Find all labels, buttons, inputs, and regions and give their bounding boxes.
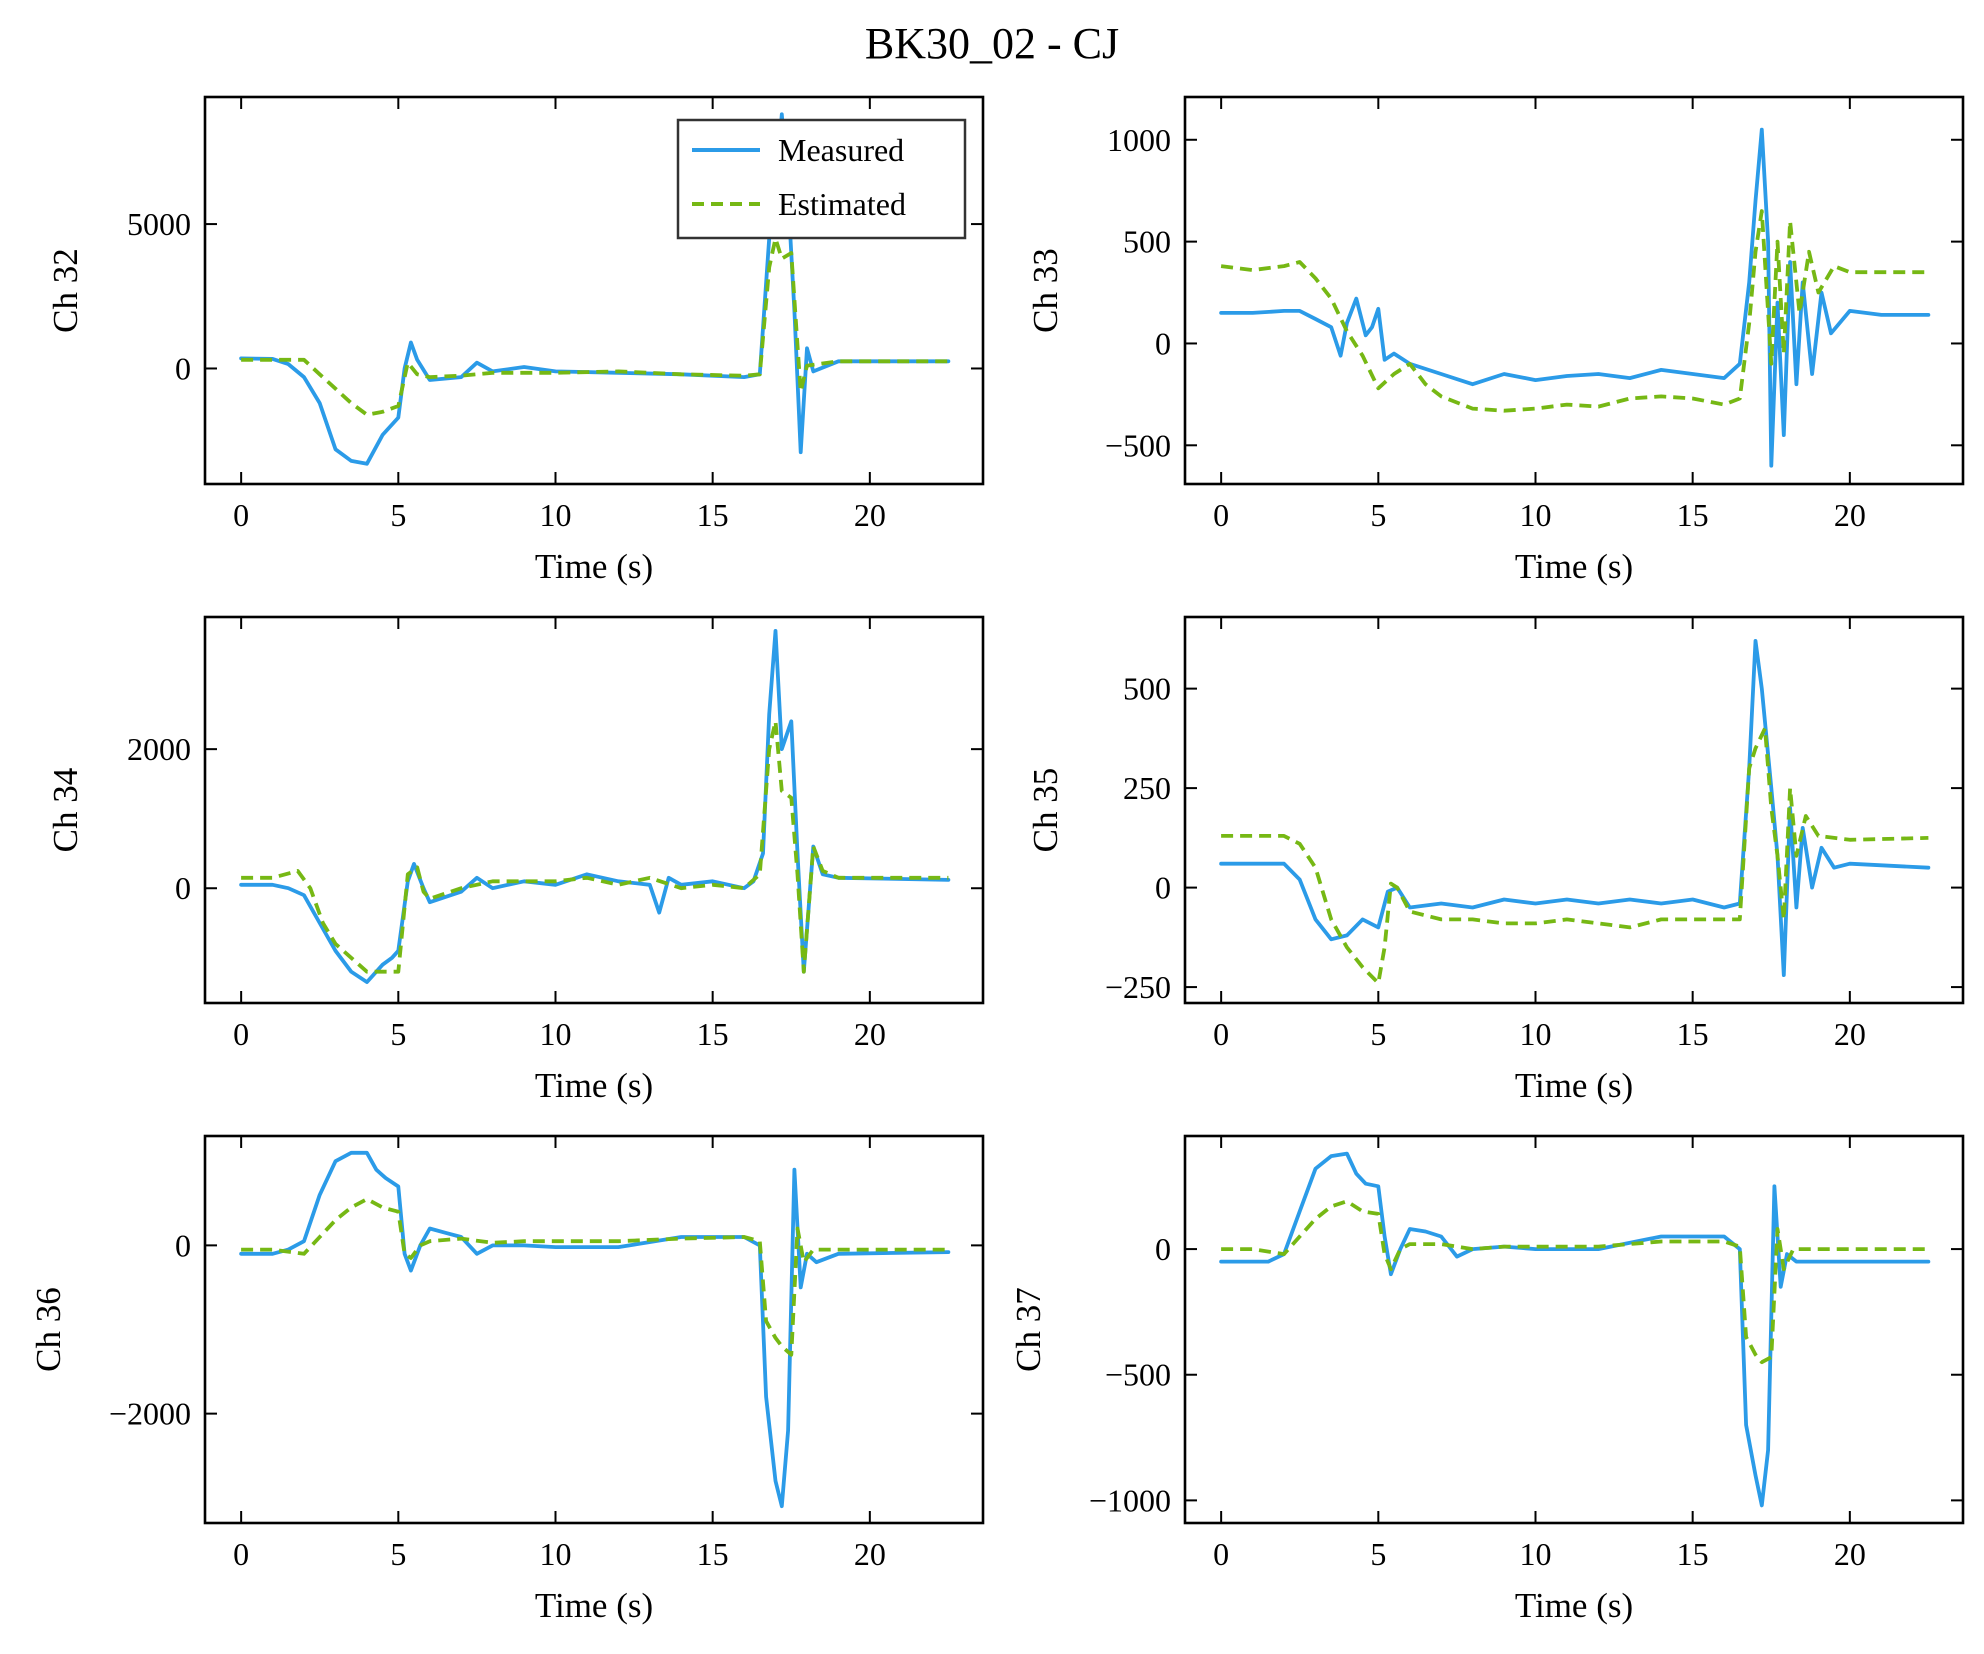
chart-panel-2: 0 5 10 15 20 −500 0 500 1000 Time (s) Ch 33 (1026, 95, 1965, 586)
x-tick-label: 15 (697, 497, 729, 533)
x-tick-label: 15 (697, 1016, 729, 1052)
series-line-estimated (241, 1197, 949, 1357)
x-tick-label: 10 (539, 1016, 571, 1052)
x-tick-label: 20 (1834, 1536, 1866, 1572)
x-tick-label: 20 (854, 497, 886, 533)
y-axis-label: Ch 33 (1026, 248, 1065, 333)
axes-frame (1183, 95, 1965, 486)
x-tick-label: 10 (539, 497, 571, 533)
chart-panel-6: 0 5 10 15 20 −1000 −500 0 Time (s) Ch 37 (1009, 1134, 1965, 1625)
chart-panel-3: 0 5 10 15 20 0 2000 Time (s) Ch 34 (46, 615, 985, 1105)
y-tick-label: −1000 (1089, 1482, 1171, 1518)
x-tick-label: 20 (1834, 1016, 1866, 1052)
x-tick-label: 20 (1834, 497, 1866, 533)
axes-frame (203, 95, 985, 486)
x-tick-label: 0 (233, 497, 249, 533)
x-tick-label: 10 (1519, 497, 1551, 533)
y-tick-label: 5000 (127, 206, 191, 242)
y-tick-label: −500 (1105, 1357, 1171, 1393)
x-tick-label: 10 (1519, 1016, 1551, 1052)
y-tick-label: 500 (1123, 224, 1171, 260)
y-axis-label: Ch 35 (1026, 768, 1065, 853)
x-tick-label: 0 (1213, 1016, 1229, 1052)
series-line-estimated (1221, 726, 1929, 985)
y-tick-label: −500 (1105, 427, 1171, 463)
series-line-measured (1219, 127, 1931, 468)
x-tick-label: 5 (390, 1536, 406, 1572)
series-line-estimated (241, 719, 949, 974)
x-tick-label: 5 (390, 497, 406, 533)
x-axis-label: Time (s) (1515, 547, 1633, 586)
y-tick-label: 0 (175, 1227, 191, 1263)
legend-box (676, 118, 967, 240)
x-tick-label: 10 (1519, 1536, 1551, 1572)
y-axis-label: Ch 32 (46, 248, 85, 333)
x-tick-label: 5 (1370, 1016, 1386, 1052)
x-tick-label: 15 (1677, 1016, 1709, 1052)
y-tick-label: 0 (175, 350, 191, 386)
x-tick-label: 5 (1370, 1536, 1386, 1572)
y-tick-label: −250 (1105, 969, 1171, 1005)
y-tick-label: 2000 (127, 731, 191, 767)
series-line-measured (239, 1150, 951, 1509)
chart-panel-4: 0 5 10 15 20 −250 0 250 500 Time (s) Ch 35 (1026, 615, 1965, 1105)
legend-label: Estimated (778, 186, 906, 222)
x-tick-label: 0 (1213, 497, 1229, 533)
legend: Measured Estimated (676, 118, 967, 240)
y-tick-label: 0 (1155, 325, 1171, 361)
x-axis-label: Time (s) (535, 547, 653, 586)
x-tick-label: 0 (1213, 1536, 1229, 1572)
x-tick-label: 15 (1677, 497, 1709, 533)
series-line-measured (1219, 639, 1931, 977)
x-axis-label: Time (s) (535, 1586, 653, 1625)
y-tick-label: 250 (1123, 770, 1171, 806)
y-axis-label: Ch 37 (1009, 1287, 1048, 1372)
x-tick-label: 5 (390, 1016, 406, 1052)
x-axis-label: Time (s) (1515, 1586, 1633, 1625)
x-tick-label: 15 (1677, 1536, 1709, 1572)
y-tick-label: 1000 (1107, 122, 1171, 158)
y-axis-label: Ch 36 (29, 1287, 68, 1372)
y-tick-label: 0 (175, 870, 191, 906)
y-tick-label: 0 (1155, 1231, 1171, 1267)
axes-frame (1183, 615, 1965, 1005)
x-tick-label: 20 (854, 1536, 886, 1572)
y-tick-label: 0 (1155, 870, 1171, 906)
series-line-estimated (1220, 209, 1929, 413)
y-tick-label: 500 (1123, 671, 1171, 707)
x-axis-label: Time (s) (1515, 1066, 1633, 1105)
series-line-measured (1219, 1151, 1931, 1508)
legend-label: Measured (778, 132, 904, 168)
axes-frame (203, 615, 985, 1005)
chart-panel-1: 0 5 10 15 20 0 5000 Time (s) Ch 32 Measured Estima… (46, 95, 985, 586)
x-tick-label: 0 (233, 1016, 249, 1052)
y-axis-label: Ch 34 (46, 768, 85, 853)
y-tick-label: −2000 (109, 1396, 191, 1432)
figure-title: BK30_02 - CJ (864, 19, 1120, 68)
axes-frame (203, 1134, 985, 1525)
chart-panel-5: 0 5 10 15 20 −2000 0 Time (s) Ch 36 (29, 1134, 985, 1625)
axes-frame (1183, 1134, 1965, 1525)
x-tick-label: 10 (539, 1536, 571, 1572)
x-tick-label: 20 (854, 1016, 886, 1052)
x-tick-label: 0 (233, 1536, 249, 1572)
x-axis-label: Time (s) (535, 1066, 653, 1105)
series-line-estimated (241, 236, 949, 417)
x-tick-label: 5 (1370, 497, 1386, 533)
series-line-measured (239, 629, 951, 984)
series-line-estimated (1221, 1199, 1929, 1365)
x-tick-label: 15 (697, 1536, 729, 1572)
